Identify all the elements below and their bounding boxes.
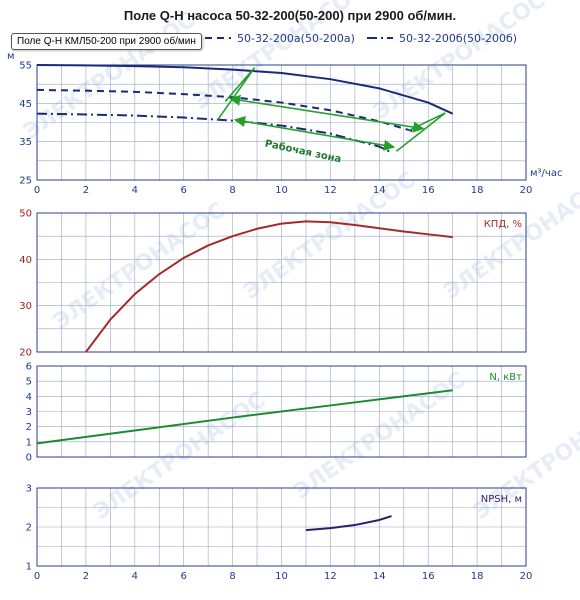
watermark-text: ЭЛЕКТРОНАСОС [89, 388, 270, 525]
working-zone-arrow [233, 115, 396, 151]
plot-frame [36, 64, 527, 181]
series-line-npsh-0 [305, 515, 392, 532]
y-tick-label: 40 [19, 255, 32, 266]
x-tick-label: 4 [132, 571, 138, 582]
y-tick-label: 55 [19, 61, 32, 72]
x-tick-label: 6 [181, 185, 187, 196]
x-tick-label: 16 [422, 571, 435, 582]
watermark-text: ЭЛЕКТРОНАСОС [289, 368, 470, 505]
x-tick-label: 0 [34, 571, 40, 582]
y-tick-label: 3 [26, 484, 32, 495]
watermark-text: ЭЛЕКТРОНАСОС [19, 8, 200, 145]
legend-label: 50-32-200а(50-200а) [237, 32, 355, 45]
x-tick-label: 10 [275, 571, 288, 582]
y-tick-label: 30 [19, 301, 32, 312]
x-tick-label: 14 [373, 571, 386, 582]
x-tick-label: 16 [422, 185, 435, 196]
x-tick-label: 8 [229, 571, 235, 582]
y-axis-label: м [7, 51, 15, 62]
x-tick-label: 14 [373, 185, 386, 196]
series-line-power-0 [36, 389, 453, 445]
series-line-qh-2 [36, 112, 392, 154]
y-tick-label: 35 [19, 137, 32, 148]
x-tick-label: 12 [324, 185, 337, 196]
series-line-efficiency-0 [85, 220, 453, 353]
series-label: NPSH, м [481, 494, 522, 505]
x-tick-label: 10 [275, 185, 288, 196]
legend-label: 50-32-200б(50-200б) [399, 32, 517, 45]
y-tick-label: 4 [26, 392, 32, 403]
y-tick-label: 3 [26, 407, 32, 418]
x-axis-label: м³/час [530, 168, 562, 179]
y-tick-label: 50 [19, 209, 32, 220]
plot-frame [36, 365, 527, 458]
y-tick-label: 0 [26, 453, 32, 464]
x-tick-label: 18 [471, 185, 484, 196]
x-tick-label: 12 [324, 571, 337, 582]
watermark-layer: ЭЛЕКТРОНАСОСЭЛЕКТРОНАСОСЭЛЕКТРОНАСОСЭЛЕК… [19, 0, 580, 525]
y-tick-label: 25 [19, 176, 32, 187]
x-tick-label: 2 [83, 571, 89, 582]
legend: 50-32-200а(50-200а) 50-32-200б(50-200б) [205, 32, 517, 45]
panel-power: 0 1 2 3 4 5 6 N, кВт [26, 362, 527, 464]
tooltip: Поле Q-H КМЛ50-200 при 2900 об/мин [11, 33, 202, 50]
y-tick-label: 6 [26, 362, 32, 373]
series-label: КПД, % [484, 219, 522, 230]
chart-title: Поле Q-H насоса 50-32-200(50-200) при 29… [123, 8, 457, 23]
plot-frame [36, 487, 527, 567]
x-tick-label: 2 [83, 185, 89, 196]
x-tick-label: 8 [229, 185, 235, 196]
watermark-text: ЭЛЕКТРОНАСОС [49, 198, 230, 335]
y-tick-label: 2 [26, 523, 32, 534]
x-tick-label: 0 [34, 185, 40, 196]
x-tick-label: 4 [132, 185, 138, 196]
y-tick-label: 5 [26, 377, 32, 388]
y-tick-label: 20 [19, 348, 32, 359]
x-tick-label: 18 [471, 571, 484, 582]
x-tick-label: 6 [181, 571, 187, 582]
series-label: N, кВт [489, 372, 522, 383]
x-tick-label: 20 [520, 571, 533, 582]
panel-efficiency: 20 30 40 50 КПД, % [19, 209, 527, 359]
y-tick-label: 2 [26, 422, 32, 433]
y-tick-label: 1 [26, 562, 32, 573]
x-tick-label: 20 [520, 185, 533, 196]
plot-frame [36, 212, 527, 353]
y-tick-label: 1 [26, 437, 32, 448]
y-tick-label: 45 [19, 99, 32, 110]
